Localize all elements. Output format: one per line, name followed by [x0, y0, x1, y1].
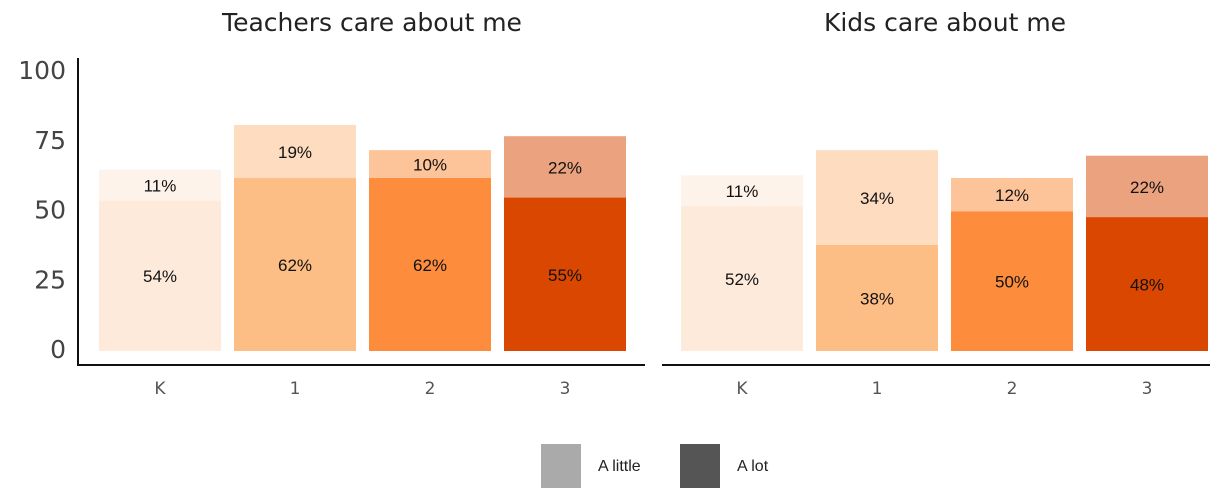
legend-swatch — [680, 444, 720, 488]
x-tick-label: 1 — [872, 379, 883, 399]
legend-swatch — [541, 444, 581, 488]
legend-label: A little — [598, 458, 641, 475]
value-label: 55% — [548, 266, 582, 285]
chart-title: Kids care about me — [824, 8, 1066, 37]
value-label: 12% — [995, 186, 1029, 205]
value-label: 38% — [860, 289, 894, 308]
bar-segment — [1086, 217, 1208, 351]
value-label: 11% — [144, 176, 177, 195]
value-label: 52% — [725, 270, 759, 289]
value-label: 34% — [860, 189, 894, 208]
value-label: 62% — [413, 256, 447, 275]
bar-segment — [816, 150, 938, 245]
bar-segment — [369, 150, 491, 179]
value-label: 50% — [995, 273, 1029, 292]
bar-segment — [234, 178, 356, 351]
value-label: 62% — [278, 256, 312, 275]
x-tick-label: K — [154, 379, 166, 399]
value-label: 11% — [726, 182, 759, 201]
bar-segment — [99, 169, 221, 201]
bar-segment — [504, 197, 626, 351]
chart-title: Teachers care about me — [221, 8, 522, 37]
y-tick-label: 50 — [34, 196, 66, 225]
bar-segment — [504, 136, 626, 198]
x-tick-label: K — [736, 379, 748, 399]
value-label: 48% — [1130, 276, 1164, 295]
bar-segment — [681, 205, 803, 351]
y-tick-label: 25 — [34, 265, 66, 294]
bar-segment — [816, 244, 938, 351]
x-tick-label: 3 — [560, 379, 571, 399]
y-tick-label: 100 — [18, 56, 66, 85]
bar-segment — [369, 178, 491, 351]
x-tick-label: 3 — [1142, 379, 1153, 399]
bar-segment — [1086, 155, 1208, 218]
bar-segment — [99, 200, 221, 351]
value-label: 54% — [143, 267, 177, 286]
y-tick-label: 75 — [34, 126, 66, 155]
value-label: 19% — [278, 143, 312, 162]
x-tick-label: 2 — [1007, 379, 1018, 399]
bar-segment — [681, 175, 803, 206]
bar-segment — [951, 211, 1073, 351]
x-tick-label: 2 — [425, 379, 436, 399]
y-tick-label: 0 — [50, 335, 66, 364]
bar-segment — [234, 125, 356, 179]
value-label: 22% — [1130, 178, 1164, 197]
value-label: 22% — [548, 158, 582, 177]
x-tick-label: 1 — [290, 379, 301, 399]
bar-segment — [951, 178, 1073, 212]
legend-label: A lot — [737, 458, 769, 475]
value-label: 10% — [413, 156, 447, 175]
